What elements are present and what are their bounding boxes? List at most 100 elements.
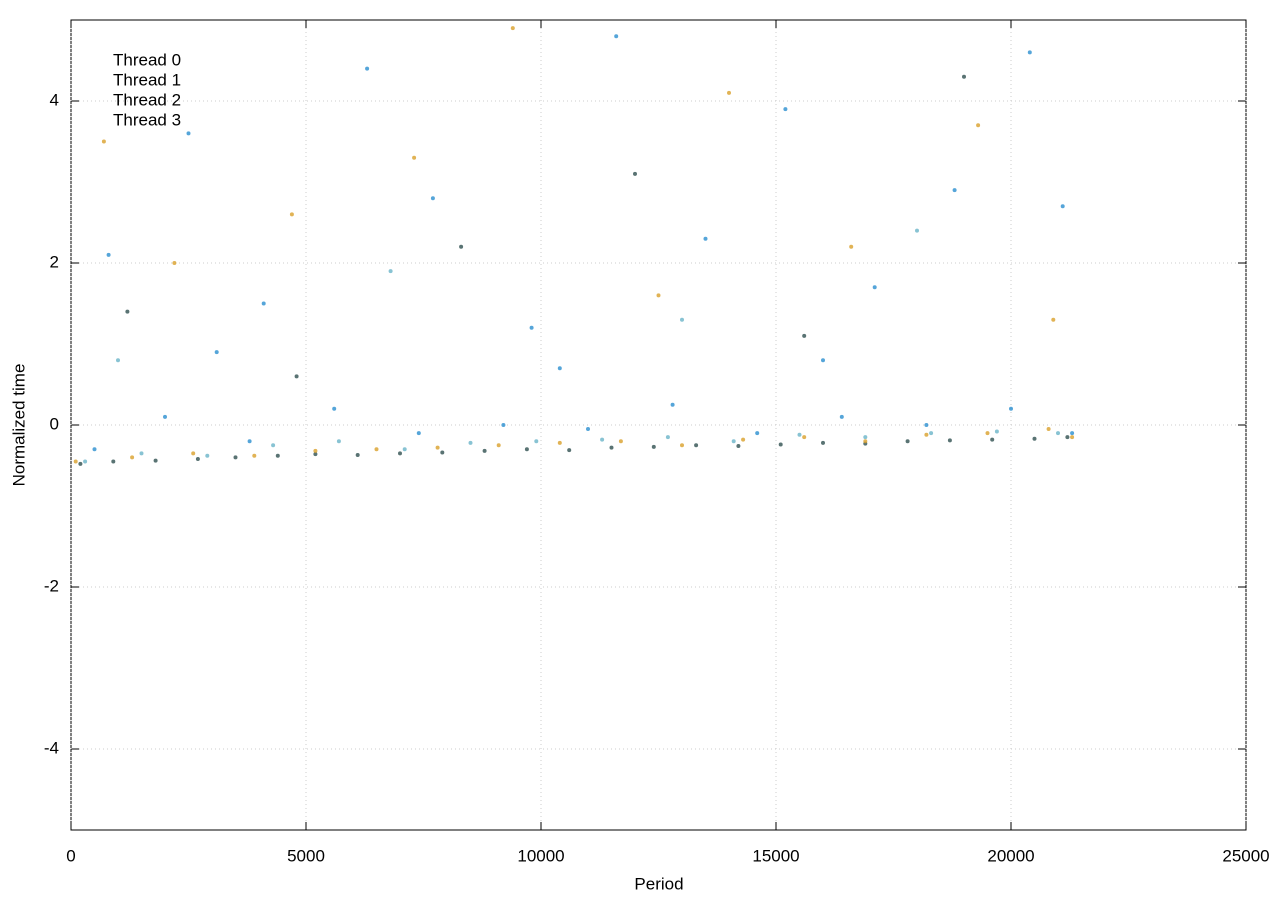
y-tick-label: 2 [50,252,59,271]
data-point [191,451,196,456]
data-point [985,431,990,436]
data-point [355,452,360,457]
data-point [388,269,393,274]
data-point [365,66,370,71]
x-tick-label: 15000 [752,846,799,865]
data-point [778,442,783,447]
x-tick-label: 5000 [287,846,325,865]
data-point [78,461,83,466]
x-tick-label: 10000 [517,846,564,865]
data-point [600,437,605,442]
data-point [153,458,158,463]
data-point [727,90,731,95]
data-point [73,459,78,464]
data-point [313,452,318,457]
data-point [205,453,210,458]
data-point [924,432,929,437]
data-point [412,155,417,160]
data-point [618,439,623,444]
data-point [651,444,656,449]
data-point [398,451,402,456]
data-point [609,445,614,450]
data-point [313,448,318,453]
data-point [849,244,854,249]
data-point [101,139,106,144]
data-point [656,293,661,298]
data-point [741,437,746,442]
data-point [586,427,590,432]
data-point [1027,50,1032,55]
y-tick-label: 4 [50,90,59,109]
data-point [247,439,252,444]
data-point [567,448,572,453]
data-point [915,228,919,233]
x-tick-label: 0 [66,846,75,865]
data-point [802,435,807,440]
x-tick-label: 20000 [987,846,1034,865]
data-point [797,432,802,437]
legend-label: Thread 0 [113,50,181,69]
data-point [976,123,981,128]
data-point [1046,427,1051,432]
data-point [106,252,111,257]
data-point [821,358,825,363]
data-point [430,196,435,201]
data-point [1065,435,1070,440]
y-tick-label: 0 [50,414,59,433]
data-point [1009,406,1013,411]
data-point [670,402,675,407]
data-point [680,317,684,322]
data-point [468,440,473,445]
data-point [1051,317,1056,322]
data-point [163,414,167,419]
data-point [233,455,238,460]
legend-label: Thread 3 [113,110,181,129]
data-point [633,171,637,176]
data-point [130,455,135,460]
data-point [863,435,868,440]
data-point [534,439,539,444]
data-point [271,443,276,448]
data-point [947,438,952,443]
data-point [802,333,807,338]
data-point [332,406,337,411]
y-tick-label: -2 [44,576,59,595]
data-point [289,212,294,217]
data-point [195,457,200,462]
data-point [863,439,868,444]
data-point [261,301,266,306]
data-point [924,423,929,427]
data-point [1060,204,1065,209]
data-point [83,459,88,464]
data-point [435,445,440,450]
data-point [839,414,844,419]
data-point [783,107,788,112]
data-point [736,444,741,449]
data-point [680,443,684,448]
data-point [111,459,116,464]
data-point [1070,435,1075,440]
data-point [440,450,445,455]
data-point [524,447,529,452]
data-point [755,431,760,436]
data-point [496,443,501,448]
data-point [529,325,534,330]
data-point [872,285,877,290]
y-axis-label: Normalized time [9,364,28,487]
data-point [962,74,966,79]
data-point [125,309,130,314]
y-tick-label: -4 [44,738,59,757]
data-point [1032,436,1037,441]
data-point [557,440,562,445]
data-point [482,448,487,453]
data-point [905,439,910,444]
data-point [252,453,257,458]
data-point [416,431,421,436]
data-point [501,423,506,427]
data-point [703,236,708,241]
data-point [694,443,699,448]
data-point [275,453,280,458]
data-point [139,451,144,456]
legend-label: Thread 1 [113,70,181,89]
data-point [402,447,407,452]
